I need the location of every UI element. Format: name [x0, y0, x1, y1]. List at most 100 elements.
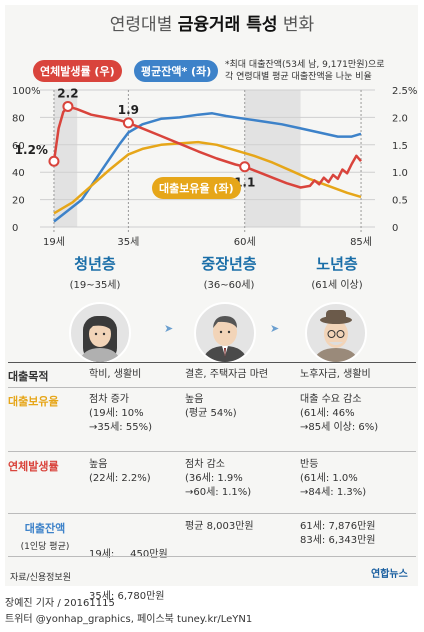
y-left-tick-label: 20 [12, 196, 25, 207]
point-marker [62, 100, 74, 112]
delinquency-middle: 점차 감소 (36세: 1.9% →60세: 1.1%) [185, 458, 251, 500]
balance-senior: 61세: 7,876만원 83세: 6,343만원 [300, 520, 376, 548]
x-tick-label: 19세 [43, 236, 65, 248]
holding-middle: 높음 (평균 54%) [185, 393, 237, 421]
point-label: 1.2% [15, 143, 48, 157]
row-label-balance-main: 대출잔액 [24, 522, 66, 535]
holding-youth-line-1: 점차 증가 [89, 394, 129, 405]
delinquency-youth: 높음 (22세: 2.2%) [89, 458, 151, 486]
table-divider [8, 362, 416, 363]
stage-youth-name: 청년층 [74, 255, 116, 273]
y-right-tick-label: 2.0 [392, 113, 408, 124]
credit-line-1: 장예진 기자 / 20161115 [5, 598, 115, 609]
row-label-delinquency: 연체발생률 [8, 460, 59, 473]
title-suffix: 변화 [277, 15, 315, 35]
footnote-line-2: 각 연령대별 평균 대출잔액을 나눈 비율 [225, 72, 372, 82]
delinquency-senior-line-2: (61세: 1.0% [300, 473, 358, 484]
holding-middle-line-1: 높음 [185, 394, 204, 405]
row-label-holding: 대출보유율 [8, 395, 59, 408]
balance-senior-line-1: 61세: 7,876만원 [300, 521, 376, 532]
stage-middle-name: 중장년층 [201, 255, 257, 273]
purpose-senior: 노후자금, 생활비 [300, 369, 371, 380]
point-label: 1.9 [118, 103, 139, 117]
yonhap-logo: 연합뉴스 [371, 569, 408, 580]
series-line [53, 140, 362, 215]
delinquency-senior-line-1: 반등 [300, 459, 319, 470]
delinquency-youth-line-1: 높음 [89, 459, 108, 470]
y-left-tick-label: 0 [12, 223, 18, 234]
legend-balance: 평균잔액* (좌) [134, 60, 219, 82]
delinquency-middle-line-1: 점차 감소 [185, 459, 225, 470]
series-line [52, 105, 362, 189]
chart-footnote: *최대 대출잔액(53세 남, 9,171만원)으로 각 연령대별 평균 대출잔… [225, 59, 385, 83]
title-plain: 연령대별 [109, 15, 178, 35]
stage-youth: 청년층 (19~35세) [50, 253, 140, 291]
x-tick-label: 85세 [350, 236, 372, 248]
y-axis-left: 0 20 40 60 80 100% [12, 86, 41, 234]
legend-delinquency: 연체발생률 (우) [33, 60, 122, 82]
row-label-balance: 대출잔액 (1인당 평균) [8, 520, 82, 552]
balance-middle-line-1: 평균 8,003만원 [185, 521, 254, 532]
balance-senior-line-2: 83세: 6,343만원 [300, 535, 376, 546]
x-tick-label: 35세 [117, 236, 139, 248]
y-left-tick-label: 40 [12, 168, 25, 179]
y-right-tick-label: 0.5 [392, 196, 408, 207]
stage-senior-name: 노년층 [316, 255, 358, 273]
y-left-tick-label: 100% [12, 86, 41, 97]
holding-senior-line-3: →85세 이상: 6%) [300, 422, 379, 433]
series-lines [52, 105, 362, 223]
holding-youth-line-2: (19세: 10% [89, 408, 144, 419]
point-marker [239, 161, 251, 173]
source-note: 자료/신용정보원 [10, 573, 71, 583]
holding-middle-line-2: (평균 54%) [185, 408, 237, 419]
series-line [53, 112, 362, 223]
x-tick-label: 60세 [234, 236, 256, 248]
holding-youth: 점차 증가 (19세: 10% →35세: 55%) [89, 393, 152, 435]
balance-youth-line-2: 35세: 6,780만원 [89, 591, 165, 602]
delinquency-senior-line-3: →84세: 1.3%) [300, 487, 367, 498]
point-markers: 1.2%2.21.91.1 [15, 86, 256, 189]
title-bold: 금융거래 특성 [177, 15, 278, 35]
stage-senior: 노년층 (61세 이상) [292, 253, 382, 291]
stage-senior-age: (61세 이상) [311, 280, 363, 291]
balance-middle: 평균 8,003만원 [185, 520, 254, 534]
page-title: 연령대별 금융거래 특성 변화 [0, 10, 424, 35]
footnote-line-1: *최대 대출잔액(53세 남, 9,171만원)으로 [225, 60, 385, 70]
point-marker [122, 117, 134, 129]
table-divider [8, 451, 416, 452]
y-right-tick-label: 0 [392, 223, 398, 234]
delinquency-middle-line-2: (36세: 1.9% [185, 473, 243, 484]
stage-middle: 중장년층 (36~60세) [184, 253, 274, 291]
row-label-purpose: 대출목적 [8, 370, 49, 383]
point-marker [48, 155, 60, 167]
line-chart: 0 20 40 60 80 100% 0 0.5 1.0 1.5 2.0 2.5% 19세 35세 60… [12, 86, 417, 248]
holding-youth-line-3: →35세: 55%) [89, 422, 152, 433]
y-left-tick-label: 80 [12, 113, 25, 124]
holding-senior: 대출 수요 감소 (61세: 46% →85세 이상: 6%) [300, 393, 378, 435]
x-axis: 19세 35세 60세 85세 [43, 90, 372, 248]
table-divider [8, 556, 416, 557]
y-right-tick-label: 2.5% [392, 86, 417, 97]
grid-lines [40, 89, 375, 228]
shaded-band [244, 90, 301, 227]
senior-avatar [305, 302, 367, 364]
purpose-middle: 결혼, 주택자금 마련 [185, 369, 269, 380]
delinquency-middle-line-3: →60세: 1.1%) [185, 487, 252, 498]
credit-line-2: 트위터 @yonhap_graphics, 페이스북 tuney.kr/LeYN… [5, 614, 253, 625]
row-label-balance-sub: (1인당 평균) [20, 542, 70, 552]
stage-middle-age: (36~60세) [203, 280, 255, 291]
stage-youth-age: (19~35세) [69, 280, 121, 291]
y-left-tick-label: 60 [12, 141, 25, 152]
balance-youth-line-1: 19세: 450만원 [89, 549, 168, 560]
middle-aged-avatar [194, 302, 256, 364]
point-label: 2.2 [57, 86, 78, 100]
legend-holding: 대출보유율 (좌) [152, 177, 241, 199]
arrow-right-icon: ➤ [270, 322, 280, 335]
delinquency-senior: 반등 (61세: 1.0% →84세: 1.3%) [300, 458, 366, 500]
arrow-right-icon: ➤ [164, 322, 174, 335]
table-divider [8, 387, 416, 388]
table-divider [8, 513, 416, 514]
y-axis-right: 0 0.5 1.0 1.5 2.0 2.5% [392, 86, 417, 234]
holding-senior-line-1: 대출 수요 감소 [300, 394, 362, 405]
